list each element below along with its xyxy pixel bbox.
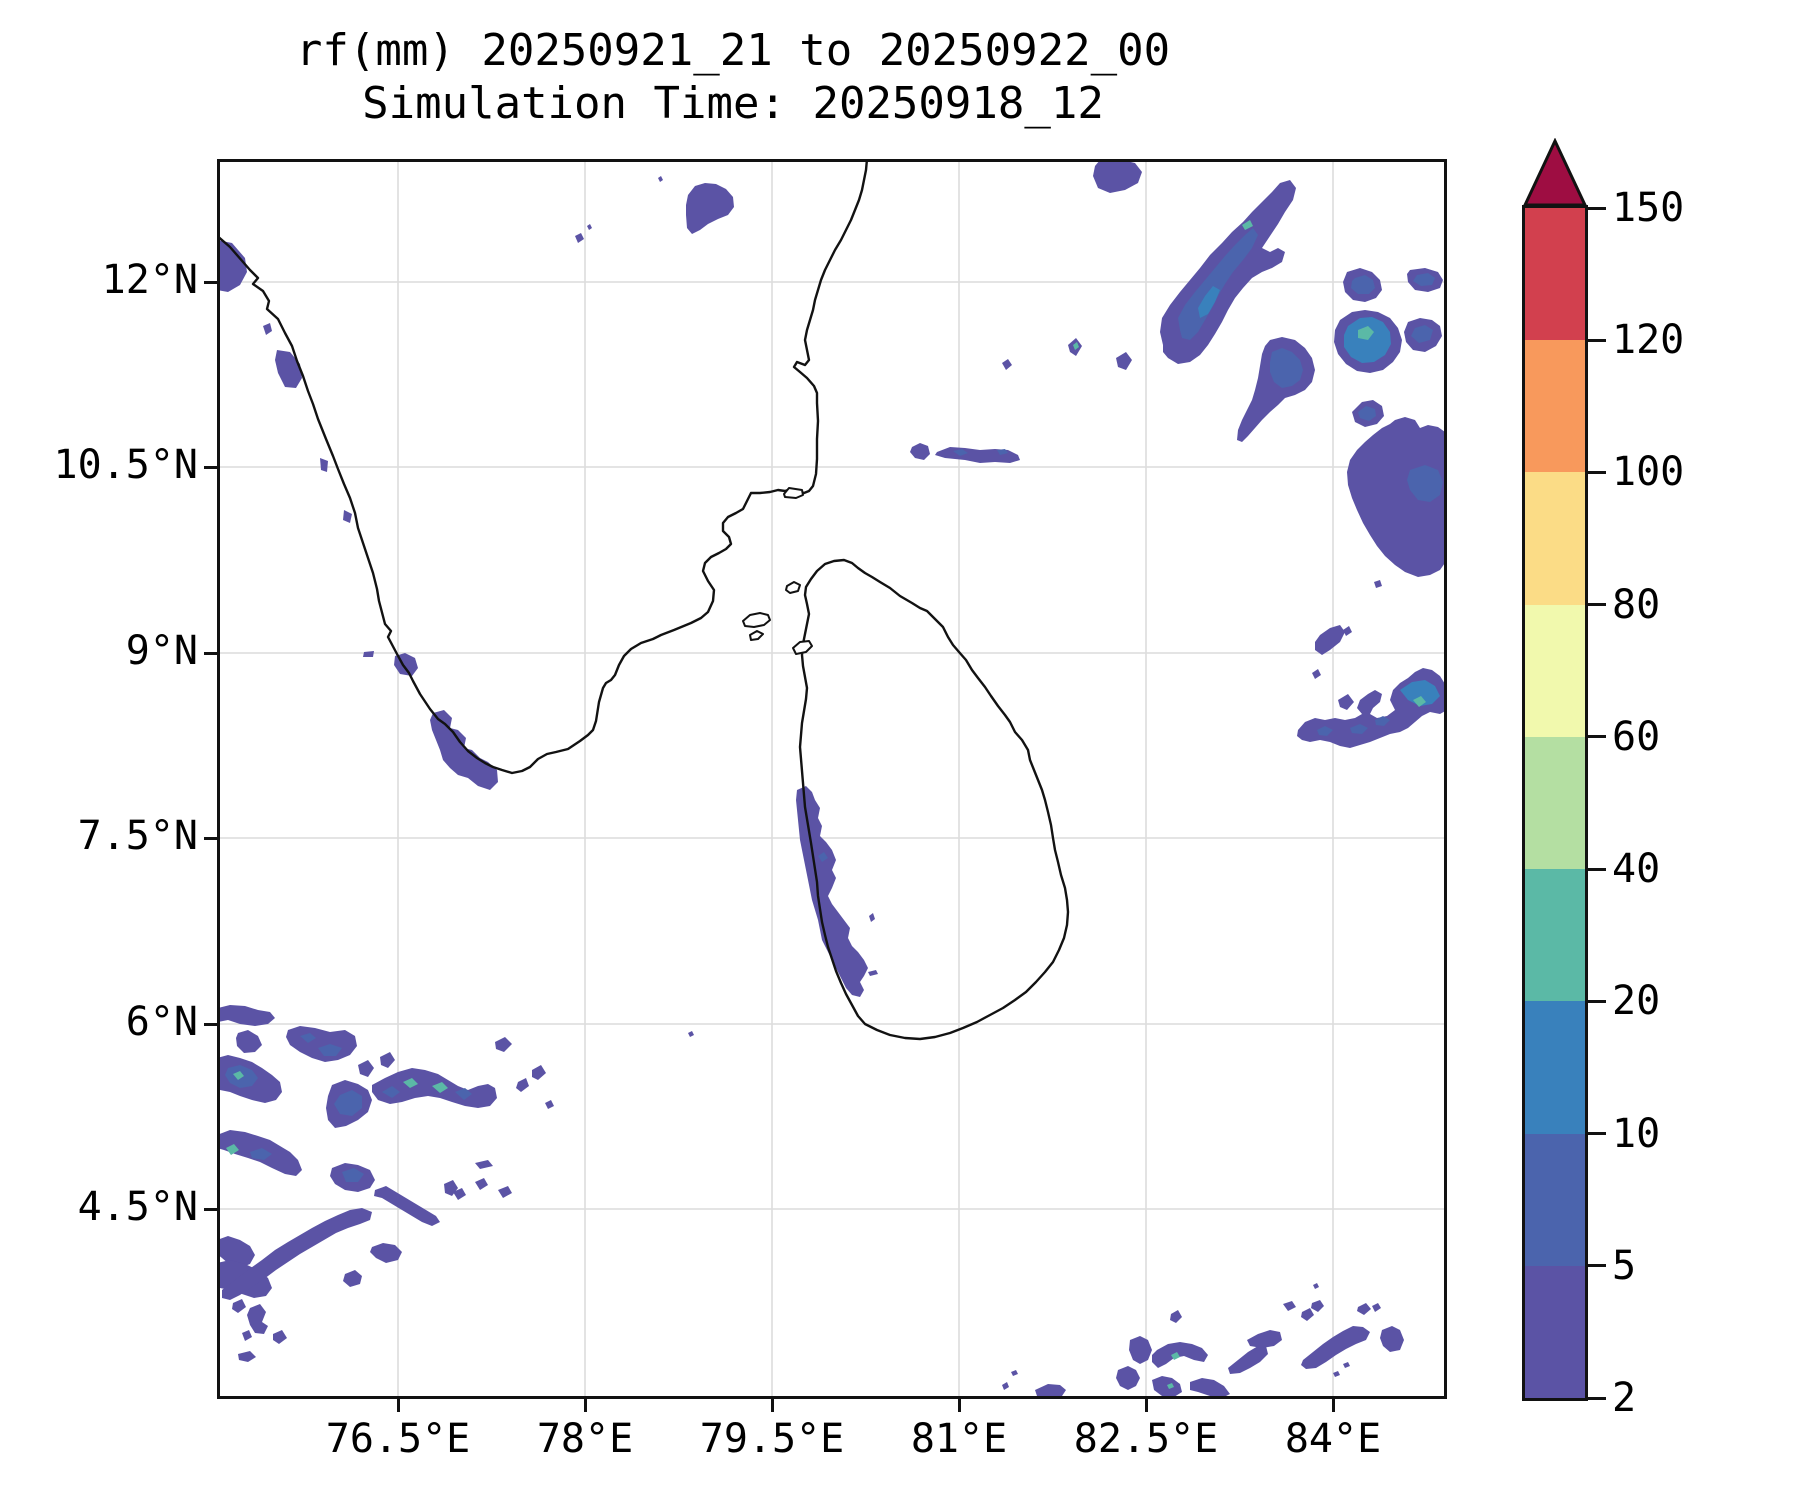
y-tick-label: 4.5°N (77, 1184, 198, 1230)
y-tick-mark (204, 280, 217, 284)
colorbar-segment (1525, 208, 1585, 341)
coastline-sri-lanka (798, 558, 1070, 1041)
colorbar-segment (1525, 340, 1585, 473)
colorbar-tick-mark (1588, 999, 1606, 1003)
x-tick-label: 79.5°E (699, 1416, 845, 1462)
colorbar-segment (1525, 869, 1585, 1002)
map-svg (217, 159, 1447, 1399)
y-tick-mark (204, 836, 217, 840)
colorbar-tick-label: 150 (1612, 185, 1685, 231)
colorbar-tick-mark (1588, 206, 1606, 210)
colorbar-tick-label: 80 (1612, 581, 1661, 628)
colorbar-tick-mark (1588, 1132, 1606, 1136)
colorbar-tick-label: 120 (1612, 317, 1685, 364)
map-axes (217, 159, 1447, 1399)
coastline-india (217, 159, 869, 775)
plot-subtitle: Simulation Time: 20250918_12 (362, 78, 1104, 129)
colorbar-tick-label: 5 (1612, 1242, 1637, 1289)
colorbar-tick-mark (1588, 603, 1606, 607)
x-tick-mark (1331, 1399, 1335, 1412)
x-tick-mark (957, 1399, 961, 1412)
mannar-islet (792, 640, 813, 655)
y-tick-mark (204, 465, 217, 469)
colorbar: 150 120 100 80 60 40 20 10 5 2 (1500, 130, 1800, 1470)
colorbar-tick-mark (1588, 470, 1606, 474)
axes-border (217, 159, 1447, 1399)
colorbar-tick-label: 100 (1612, 449, 1685, 496)
x-tick-mark (583, 1399, 587, 1412)
x-tick-label: 84°E (1284, 1416, 1382, 1462)
adams-bridge-islet (749, 630, 764, 641)
gridlines (217, 159, 1447, 1399)
colorbar-bar (1522, 205, 1588, 1401)
rameswaram-island (742, 612, 771, 628)
colorbar-tick-label: 10 (1612, 1110, 1661, 1157)
colorbar-tick-label: 60 (1612, 713, 1661, 760)
y-tick-label: 9°N (125, 628, 198, 674)
colorbar-tick-mark (1588, 1264, 1606, 1268)
jaffna-islet (785, 581, 801, 594)
colorbar-tick-mark (1588, 1396, 1606, 1400)
y-tick-label: 10.5°N (53, 442, 199, 488)
colorbar-tick-mark (1588, 867, 1606, 871)
plot-title: rf(mm) 20250921_21 to 20250922_00 (295, 25, 1171, 76)
colorbar-segment (1525, 1133, 1585, 1266)
rain-contours (217, 159, 1447, 1398)
colorbar-segment (1525, 1265, 1585, 1398)
coastlines (217, 159, 1070, 1041)
x-tick-label: 78°E (536, 1416, 634, 1462)
colorbar-tick-label: 20 (1612, 978, 1661, 1025)
x-tick-label: 82.5°E (1073, 1416, 1219, 1462)
point-calimere-islet (783, 487, 804, 499)
colorbar-segment (1525, 472, 1585, 605)
y-tick-label: 7.5°N (77, 813, 198, 859)
colorbar-segment (1525, 1001, 1585, 1134)
y-tick-label: 12°N (101, 257, 198, 303)
y-tick-mark (204, 1022, 217, 1026)
colorbar-segment (1525, 736, 1585, 870)
colorbar-tick-mark (1588, 735, 1606, 739)
y-tick-mark (204, 1207, 217, 1211)
x-tick-mark (1144, 1399, 1148, 1412)
colorbar-tick-label: 40 (1612, 846, 1661, 893)
x-tick-label: 81°E (910, 1416, 1008, 1462)
x-tick-label: 76.5°E (325, 1416, 471, 1462)
colorbar-tick-label: 2 (1612, 1375, 1637, 1421)
x-tick-mark (770, 1399, 774, 1412)
y-tick-label: 6°N (125, 999, 198, 1045)
x-tick-mark (396, 1399, 400, 1412)
colorbar-over-arrow (1522, 138, 1588, 207)
colorbar-segment (1525, 604, 1585, 737)
y-tick-mark (204, 651, 217, 655)
colorbar-tick-mark (1588, 338, 1606, 342)
